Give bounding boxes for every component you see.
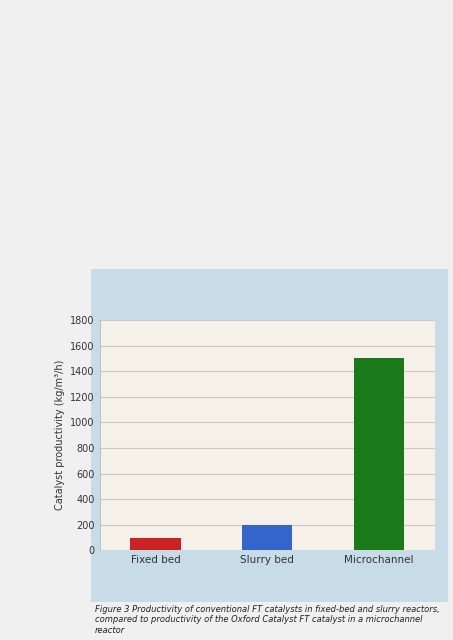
Bar <box>354 358 404 550</box>
Y-axis label: Catalyst productivity (kg/m³/h): Catalyst productivity (kg/m³/h) <box>55 360 65 510</box>
Bar <box>242 525 293 550</box>
Text: Figure 3 Productivity of conventional FT catalysts in fixed-bed and slurry react: Figure 3 Productivity of conventional FT… <box>95 605 440 635</box>
Bar <box>130 538 181 550</box>
